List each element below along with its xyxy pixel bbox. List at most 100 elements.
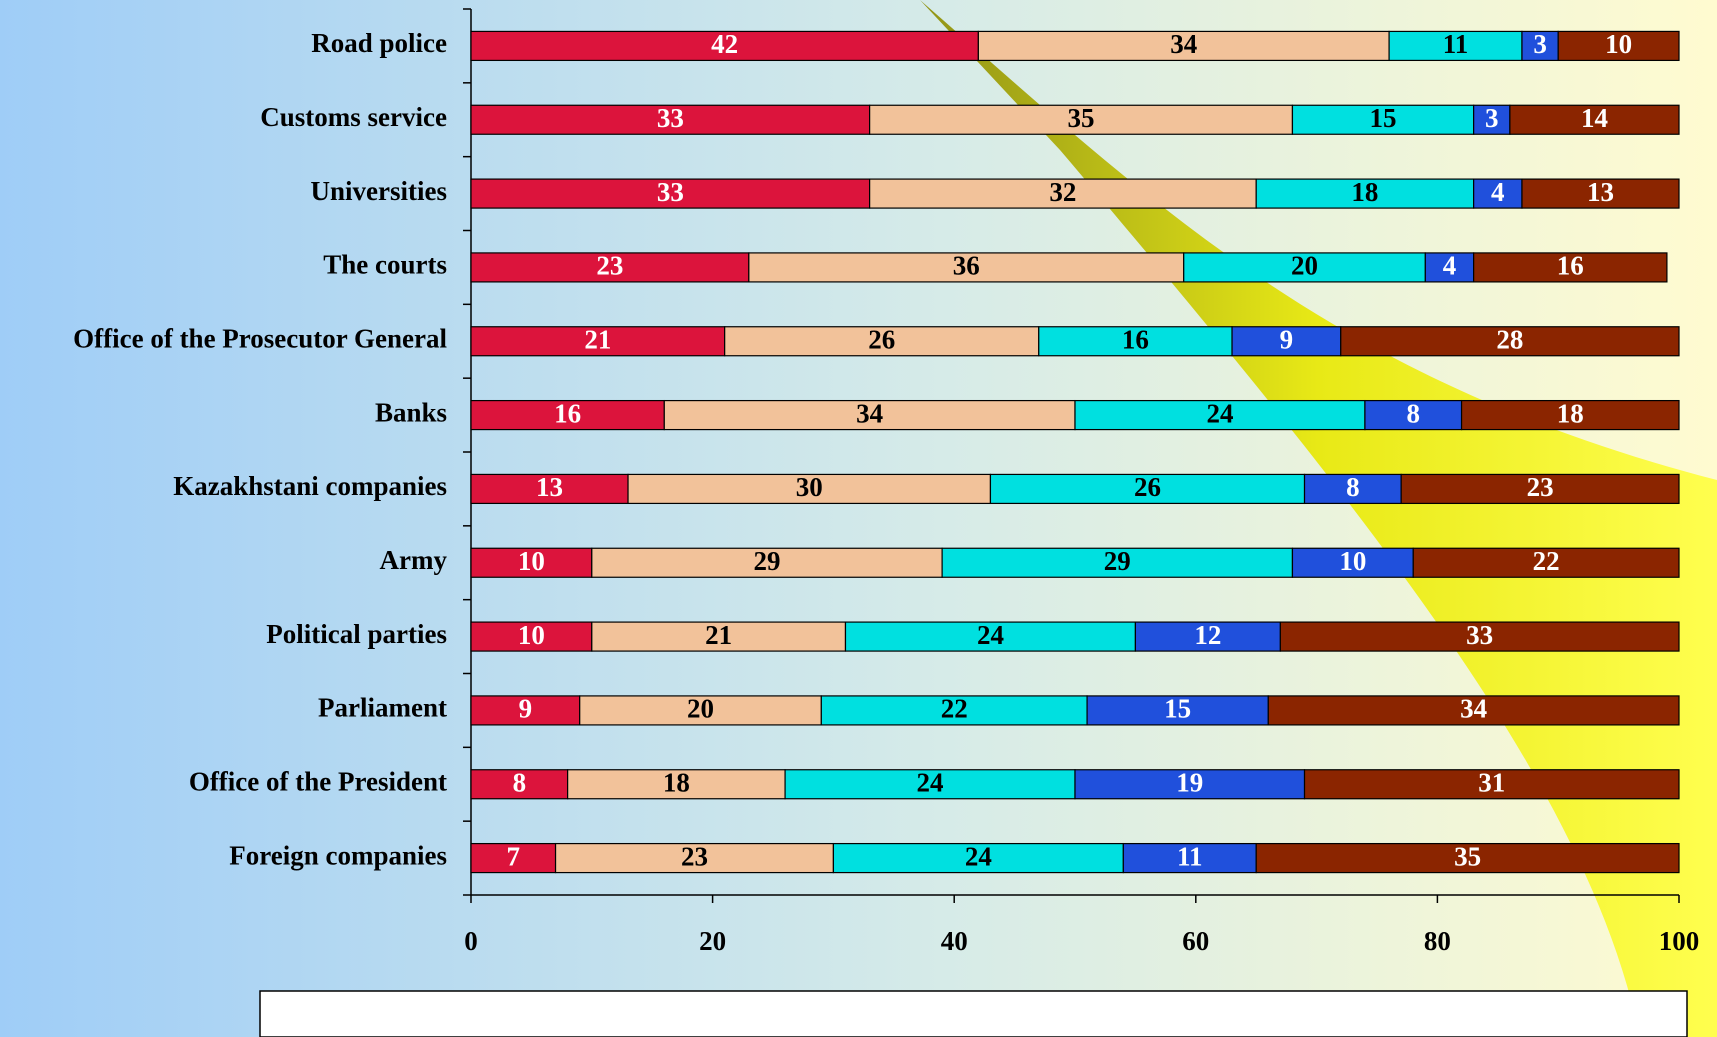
data-label: 15: [1164, 694, 1191, 724]
bar-segment: [1291, 547, 1414, 578]
bar-segment: [470, 178, 871, 209]
bar-segment: [591, 621, 847, 652]
y-tick-label: The courts: [323, 250, 447, 280]
x-tick-label: 20: [699, 926, 726, 956]
bar-segment: [567, 769, 786, 800]
data-label: 4: [1443, 251, 1457, 281]
bar-segment: [470, 769, 569, 800]
bar-segment: [554, 842, 834, 874]
data-label: 23: [596, 251, 623, 281]
data-label: 33: [657, 103, 684, 133]
data-label: 22: [941, 694, 968, 724]
y-tick-label: Political parties: [266, 619, 447, 649]
bar-segment: [1460, 399, 1680, 431]
bar-segment: [1231, 326, 1342, 357]
data-label: 26: [1134, 472, 1161, 502]
bar-segment: [869, 178, 1257, 209]
data-label: 10: [1605, 29, 1632, 59]
y-tick-label: Universities: [311, 176, 447, 206]
data-label: 24: [977, 620, 1004, 650]
bar-segment: [1038, 326, 1233, 357]
data-label: 16: [554, 398, 581, 428]
data-label: 24: [917, 767, 944, 797]
y-tick-label: Customs service: [260, 102, 447, 132]
bar-segment: [470, 399, 665, 431]
data-label: 18: [1557, 398, 1584, 428]
bar-segment: [1267, 695, 1680, 726]
bar-segment: [989, 473, 1306, 505]
bar-segment: [1086, 695, 1269, 726]
bar-segment: [1473, 178, 1523, 209]
y-tick-label: Office of the President: [189, 766, 447, 796]
data-label: 21: [705, 620, 732, 650]
y-tick-label: Army: [380, 545, 448, 575]
data-label: 8: [513, 767, 527, 797]
bar-segment: [1303, 769, 1680, 800]
bar-segment: [977, 30, 1390, 62]
data-label: 19: [1176, 767, 1203, 797]
data-label: 13: [536, 472, 563, 502]
bar-segment: [470, 326, 726, 357]
data-label: 8: [1406, 398, 1420, 428]
data-label: 7: [507, 841, 521, 871]
bar-segment: [844, 621, 1136, 652]
bar-segment: [1279, 621, 1680, 652]
data-label: 32: [1049, 177, 1076, 207]
data-label: 10: [518, 620, 545, 650]
y-tick-label: Road police: [311, 28, 447, 58]
bar-segment: [784, 769, 1076, 800]
bar-segment: [1340, 326, 1680, 357]
data-label: 4: [1491, 177, 1505, 207]
bar-segment: [1424, 252, 1475, 283]
bar-segment: [1473, 252, 1668, 283]
data-label: 3: [1485, 103, 1499, 133]
decoration: [920, 0, 1717, 1037]
bar-segment: [820, 695, 1088, 726]
data-label: 23: [681, 841, 708, 871]
data-label: 31: [1478, 767, 1505, 797]
bar-segment: [470, 252, 750, 283]
data-label: 20: [1291, 251, 1318, 281]
y-tick-label: Parliament: [318, 693, 447, 723]
data-label: 29: [1104, 546, 1131, 576]
data-label: 35: [1454, 841, 1481, 871]
bar-segment: [1074, 769, 1306, 800]
data-label: 35: [1068, 103, 1095, 133]
bar-segment: [1122, 842, 1257, 874]
data-label: 16: [1557, 251, 1584, 281]
y-tick-label: Banks: [375, 397, 447, 427]
data-label: 9: [1280, 324, 1294, 354]
bar-segment: [1364, 399, 1463, 431]
y-tick-label: Foreign companies: [229, 840, 447, 870]
bar-segment: [1291, 104, 1475, 135]
data-label: 3: [1533, 29, 1547, 59]
data-label: 16: [1122, 324, 1149, 354]
data-label: 34: [856, 398, 883, 428]
bar-segment: [1473, 104, 1511, 135]
data-label: 36: [953, 251, 980, 281]
bar-segment: [941, 547, 1294, 578]
x-tick-label: 80: [1424, 926, 1451, 956]
bar-segment: [1521, 178, 1680, 209]
data-label: 15: [1370, 103, 1397, 133]
data-label: 10: [518, 546, 545, 576]
bar-segment: [748, 252, 1185, 283]
data-label: 42: [711, 29, 738, 59]
bar-segment: [1521, 30, 1559, 62]
bar-segment: [470, 104, 871, 135]
data-label: 20: [687, 694, 714, 724]
data-label: 26: [868, 324, 895, 354]
bar-segment: [1303, 473, 1402, 505]
x-tick-label: 0: [464, 926, 478, 956]
data-label: 33: [657, 177, 684, 207]
bar-segment: [627, 473, 992, 505]
bar-segment: [470, 473, 629, 505]
bar-segment: [470, 547, 593, 578]
data-label: 8: [1346, 472, 1360, 502]
y-tick-label: Kazakhstani companies: [173, 471, 447, 501]
bar-segment: [1400, 473, 1680, 505]
bar-segment: [470, 30, 979, 62]
bar-segment: [470, 695, 581, 726]
